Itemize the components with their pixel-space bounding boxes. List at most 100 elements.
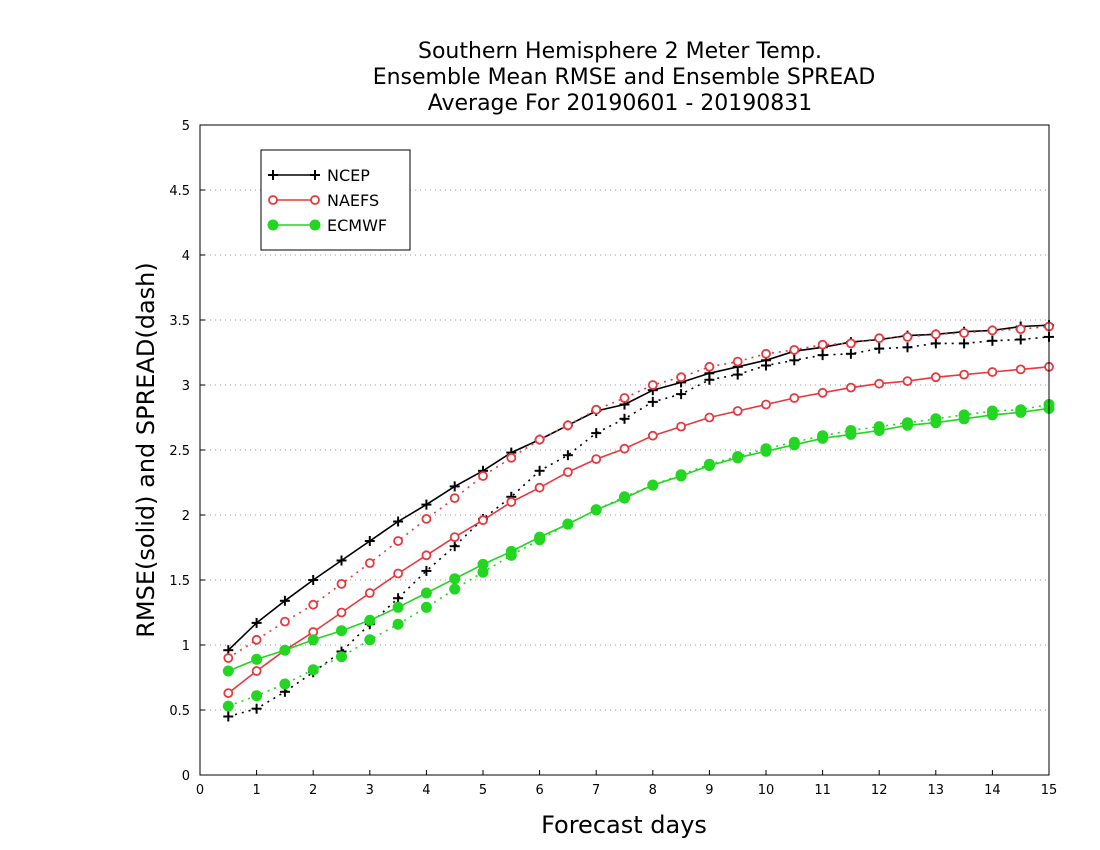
data-point — [619, 443, 630, 454]
axis-ticks: 0 1 2 3 4 5 6 7 8 9 10 11 12 13 14 1500.511.522.533.544… — [169, 119, 1057, 798]
data-point — [845, 348, 856, 359]
data-point — [987, 325, 998, 336]
data-point — [874, 333, 885, 344]
x-tick-label: 2 — [309, 783, 317, 798]
data-point — [930, 329, 941, 340]
data-point — [619, 393, 630, 403]
y-axis-label: RMSE(solid) and SPREAD(dash) — [132, 262, 160, 638]
data-point — [591, 428, 602, 439]
series-ncep-rmse — [223, 320, 1054, 656]
data-point — [732, 406, 743, 416]
data-point — [308, 575, 319, 585]
data-point — [874, 343, 885, 354]
series-line — [227, 324, 1050, 651]
y-tick-label: 1.5 — [169, 574, 190, 589]
data-point — [902, 342, 913, 353]
data-point — [1015, 324, 1026, 335]
data-point — [987, 367, 998, 377]
data-point — [478, 471, 488, 481]
data-point — [562, 450, 573, 461]
data-point — [789, 393, 800, 403]
x-tick-label: 0 — [196, 783, 204, 798]
data-point — [308, 599, 319, 610]
data-point — [704, 412, 715, 423]
data-point — [761, 360, 771, 371]
x-tick-label: 11 — [814, 783, 831, 798]
x-axis-label: Forecast days — [541, 811, 707, 839]
series-ncep-spread — [223, 331, 1054, 722]
data-point — [761, 399, 771, 410]
data-point — [647, 430, 658, 441]
data-point — [506, 452, 517, 463]
data-point — [223, 653, 234, 663]
data-point — [845, 425, 857, 436]
x-tick-label: 3 — [366, 783, 374, 798]
chart-title: Southern Hemisphere 2 Meter Temp. Ensemb… — [373, 39, 876, 116]
data-point — [590, 504, 602, 516]
data-point — [534, 434, 545, 445]
data-point — [534, 465, 545, 476]
data-point — [336, 607, 347, 618]
data-point — [505, 549, 517, 561]
legend-label: NAEFS — [327, 191, 379, 210]
data-point — [676, 389, 687, 400]
data-point — [251, 703, 262, 714]
data-point — [336, 651, 347, 663]
data-point — [449, 541, 460, 552]
data-point — [336, 579, 347, 589]
x-tick-label: 7 — [592, 783, 600, 798]
data-point — [789, 355, 800, 366]
data-point — [676, 421, 686, 432]
y-tick-label: 4 — [182, 249, 190, 264]
series-line — [228, 336, 1050, 718]
data-point — [534, 482, 545, 493]
series-line — [227, 366, 1050, 694]
data-point — [846, 382, 856, 393]
data-point — [732, 356, 743, 367]
data-point — [732, 369, 743, 380]
legend-marker — [268, 170, 278, 180]
data-point — [393, 516, 404, 527]
data-point — [364, 536, 375, 546]
data-point — [704, 374, 715, 385]
data-point — [958, 409, 970, 421]
data-point — [251, 617, 262, 628]
data-point — [421, 514, 432, 524]
data-point — [421, 550, 432, 561]
data-point — [279, 644, 291, 656]
data-point — [420, 587, 432, 599]
x-tick-label: 5 — [479, 783, 487, 798]
data-point — [421, 499, 432, 510]
data-point — [449, 481, 460, 492]
data-point — [364, 614, 376, 626]
data-point — [279, 616, 290, 627]
data-point — [223, 688, 234, 698]
data-point — [817, 350, 828, 361]
x-tick-label: 4 — [422, 783, 430, 798]
y-tick-label: 0 — [182, 769, 190, 784]
data-point — [874, 378, 885, 389]
data-point — [251, 634, 262, 645]
data-point — [619, 491, 630, 503]
data-point — [902, 331, 913, 342]
data-point — [902, 417, 913, 429]
data-point — [930, 413, 942, 425]
data-point — [930, 338, 941, 349]
data-point — [563, 467, 573, 478]
x-tick-label: 9 — [705, 783, 713, 798]
data-point — [675, 469, 687, 481]
data-point — [534, 534, 546, 546]
title-line-1: Southern Hemisphere 2 Meter Temp. — [418, 39, 822, 64]
data-point — [760, 443, 772, 455]
data-point — [873, 421, 885, 433]
data-point — [393, 536, 404, 546]
data-point — [449, 573, 461, 585]
data-point — [703, 458, 715, 470]
data-point — [959, 328, 969, 338]
legend-marker — [310, 170, 320, 180]
data-point — [222, 700, 234, 712]
data-point — [251, 666, 262, 676]
data-point — [761, 348, 771, 359]
data-point — [930, 372, 941, 383]
title-line-2: Ensemble Mean RMSE and Ensemble SPREAD — [373, 65, 876, 90]
